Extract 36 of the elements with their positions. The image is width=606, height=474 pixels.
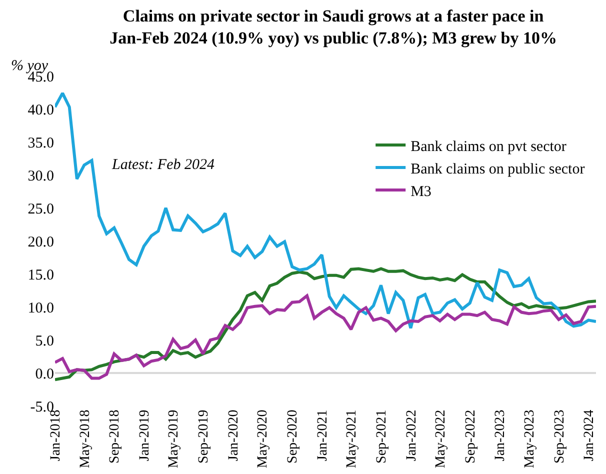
y-tick-label: 15.0 bbox=[28, 267, 54, 284]
legend-label: Bank claims on public sector bbox=[410, 161, 585, 178]
line-series bbox=[55, 267, 596, 382]
x-tick-label: Sep-2021 bbox=[374, 410, 390, 464]
y-tick-label: 35.0 bbox=[28, 135, 54, 152]
y-tick-label: 40.0 bbox=[28, 102, 54, 118]
x-tick-label: Sep-2019 bbox=[196, 410, 212, 464]
x-tick-label: Jan-2024 bbox=[582, 410, 597, 462]
x-tick-label: Jan-2023 bbox=[493, 410, 508, 462]
legend-label: Bank claims on pvt sector bbox=[410, 138, 566, 155]
x-tick-label: Sep-2018 bbox=[108, 410, 123, 464]
x-tick-label: Jan-2019 bbox=[137, 410, 152, 462]
legend-label: M3 bbox=[410, 184, 432, 200]
x-tick-label: May-2021 bbox=[344, 410, 360, 468]
x-tick-label: May-2022 bbox=[433, 410, 448, 468]
line-series bbox=[55, 294, 596, 380]
annotation: Latest: Feb 2024 bbox=[111, 157, 215, 173]
y-tick-label: 5.0 bbox=[35, 333, 54, 350]
x-tick-label: Sep-2022 bbox=[463, 410, 478, 464]
y-tick-label: 30.0 bbox=[28, 168, 54, 184]
chart-title: Claims on private sector in Saudi grows at a faster pace in Jan-Feb 2024 (10.9% yoy) vs public (7.8%); M3 grew by 10% bbox=[110, 6, 557, 48]
x-tick-label: Jan-2022 bbox=[404, 410, 420, 462]
x-tick-label: May-2020 bbox=[256, 410, 271, 468]
x-tick-label: May-2019 bbox=[166, 410, 182, 468]
line-series bbox=[55, 92, 596, 330]
x-tick-label: Jan-2020 bbox=[226, 410, 242, 462]
x-tick-label: Jan-2018 bbox=[48, 410, 64, 462]
x-tick-label: May-2023 bbox=[522, 410, 538, 468]
y-tick-label: 25.0 bbox=[28, 201, 54, 218]
x-tick-label: Sep-2020 bbox=[286, 410, 301, 464]
y-tick-label: 0.0 bbox=[35, 366, 54, 382]
x-tick-label: May-2018 bbox=[78, 410, 93, 468]
y-tick-label: 10.0 bbox=[28, 300, 54, 316]
x-tick-label: Sep-2023 bbox=[552, 410, 568, 464]
x-tick-label: Jan-2021 bbox=[315, 410, 330, 462]
y-tick-label: 20.0 bbox=[28, 234, 54, 250]
